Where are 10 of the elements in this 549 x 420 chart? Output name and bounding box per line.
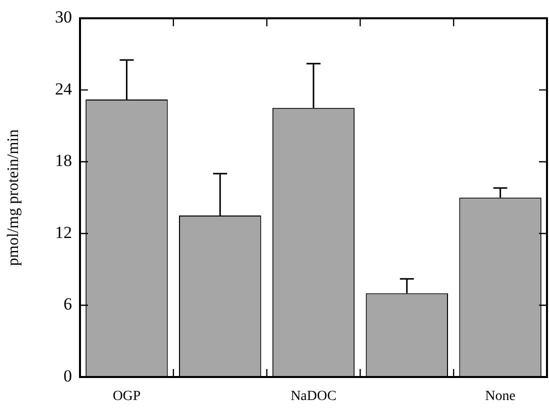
y-tick-label: 24 <box>55 79 72 98</box>
x-tick-label: None <box>485 389 516 404</box>
y-tick-label: 0 <box>64 366 72 386</box>
y-tick-label: 12 <box>55 222 72 242</box>
y-axis-title: pmol/mg protein/min <box>4 129 22 266</box>
x-tick-label: OGP <box>112 389 141 404</box>
y-tick-label: 6 <box>64 294 72 314</box>
y-tick-label: 18 <box>55 151 72 170</box>
x-tick-label: NaDOC <box>290 389 336 404</box>
y-tick-label: 30 <box>55 8 72 27</box>
